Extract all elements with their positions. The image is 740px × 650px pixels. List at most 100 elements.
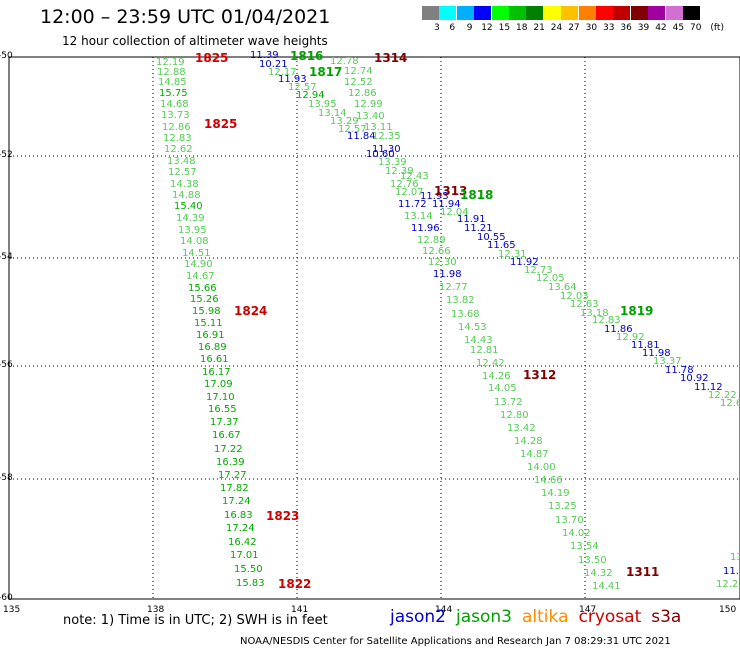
lon-label: 138 xyxy=(147,605,165,615)
colorbar-label: 36 xyxy=(620,23,632,33)
swh-value: 12.99 xyxy=(354,99,383,110)
page-title: 12:00 – 23:59 UTC 01/04/2021 xyxy=(40,6,331,28)
swh-value: 12.94 xyxy=(296,90,325,101)
swh-value: 17.22 xyxy=(214,444,243,455)
swh-value: 14.19 xyxy=(541,488,570,499)
pass-time-label: 1311 xyxy=(626,565,660,579)
swh-value: 13.50 xyxy=(578,555,607,566)
pass-time-label: 1817 xyxy=(309,65,343,79)
colorbar-label: 33 xyxy=(603,23,615,33)
swh-value: 13.14 xyxy=(318,108,347,119)
credit-text: NOAA/NESDIS Center for Satellite Applica… xyxy=(240,636,671,647)
swh-value: 11.98 xyxy=(433,269,462,280)
swh-value: 17.82 xyxy=(220,483,249,494)
swh-value: 12.35 xyxy=(372,131,401,142)
swh-value: 11.98 xyxy=(642,348,671,359)
swh-value: 13.14 xyxy=(404,211,433,222)
swh-value: 13.68 xyxy=(451,309,480,320)
swh-value: 14.38 xyxy=(170,179,199,190)
swh-value: 12.04 xyxy=(440,207,469,218)
swh-value: 13.29 xyxy=(330,116,359,127)
swh-value: 14.26 xyxy=(482,371,511,382)
swh-value: 11.30 xyxy=(372,144,401,155)
swh-value: 16.17 xyxy=(202,367,231,378)
lat-label: -56 xyxy=(0,360,13,370)
swh-value: 11. xyxy=(723,566,739,577)
colorbar-swatch xyxy=(456,6,474,20)
colorbar-label: 30 xyxy=(585,23,598,33)
swh-value: 10.60 xyxy=(366,149,395,160)
swh-value: 17.24 xyxy=(222,496,251,507)
swh-value: 12.05 xyxy=(536,273,565,284)
swh-value: 12.83 xyxy=(592,315,621,326)
swh-value: 15.75 xyxy=(159,88,188,99)
swh-value: 13.39 xyxy=(378,157,407,168)
colorbar-swatch xyxy=(526,6,544,20)
swh-value: 14.02 xyxy=(562,528,591,539)
swh-value: 17.09 xyxy=(204,379,233,390)
swh-value: 13.64 xyxy=(548,282,577,293)
colorbar-label: 27 xyxy=(568,23,580,33)
lon-label: 147 xyxy=(579,605,597,615)
colorbar-swatch xyxy=(439,6,457,20)
satellite-legend: jason2 jason3 altika cryosat s3a xyxy=(390,607,691,627)
swh-value: 12.88 xyxy=(157,67,186,78)
swh-value: 16.42 xyxy=(228,537,257,548)
swh-value: 11.93 xyxy=(420,191,449,202)
swh-value: 12.30 xyxy=(428,257,457,268)
colorbar-swatch xyxy=(596,6,613,20)
lon-label: 135 xyxy=(3,605,21,615)
swh-value: 11.65 xyxy=(487,240,516,251)
colorbar-label: 42 xyxy=(655,23,667,33)
swh-value: 17.01 xyxy=(230,550,259,561)
swh-value: 12.83 xyxy=(163,133,192,144)
swh-value: 14.87 xyxy=(520,449,549,460)
swh-value: 14.00 xyxy=(527,462,556,473)
swh-value: 13.25 xyxy=(548,501,577,512)
colorbar-label: 9 xyxy=(466,23,473,33)
swh-value: 13.72 xyxy=(494,397,523,408)
colorbar-swatch xyxy=(543,6,561,20)
lat-label: -60 xyxy=(0,593,13,603)
legend-jason3: jason3 xyxy=(456,607,512,627)
lon-label: 144 xyxy=(435,605,453,615)
swh-value: 13.37 xyxy=(653,356,682,367)
legend-jason2: jason2 xyxy=(390,607,446,627)
swh-value: 13.70 xyxy=(555,515,584,526)
colorbar-label: 45 xyxy=(672,23,685,33)
swh-value: 12.42 xyxy=(476,358,505,369)
colorbar-label: 12 xyxy=(481,23,493,33)
swh-value: 13.54 xyxy=(570,541,599,552)
legend-cryosat: cryosat xyxy=(578,607,642,627)
swh-value: 16.91 xyxy=(196,330,225,341)
swh-value: 15.66 xyxy=(188,283,217,294)
colorbar-label: 70 xyxy=(690,23,702,33)
colorbar-label: 3 xyxy=(434,23,440,33)
swh-value: 13.95 xyxy=(308,99,337,110)
swh-value: 12.92 xyxy=(616,332,645,343)
swh-value: 11.94 xyxy=(432,199,461,210)
swh-value: 17.27 xyxy=(218,470,247,481)
swh-value: 12.19 xyxy=(156,57,185,68)
swh-value: 12.57 xyxy=(338,124,367,135)
lat-label: -52 xyxy=(0,150,13,160)
swh-value: 12.73 xyxy=(524,265,553,276)
swh-value: 14.05 xyxy=(488,383,517,394)
lat-label: -54 xyxy=(0,252,13,262)
swh-value: 12.81 xyxy=(470,345,499,356)
legend-altika: altika xyxy=(522,607,569,627)
swh-value: 14.32 xyxy=(584,568,613,579)
colorbar-swatch xyxy=(509,6,526,20)
swh-value: 11.39 xyxy=(250,50,279,61)
swh-value: 11.72 xyxy=(398,199,427,210)
swh-value: 15.83 xyxy=(236,578,265,589)
pass-time-label: 1825 xyxy=(204,117,238,131)
swh-value: 11.81 xyxy=(631,340,660,351)
colorbar-swatch xyxy=(491,6,509,20)
pass-time-label: 1823 xyxy=(266,509,300,523)
swh-value: 12.62 xyxy=(164,144,193,155)
swh-value: 16.55 xyxy=(208,404,237,415)
lat-label: -58 xyxy=(0,473,13,483)
colorbar-swatch xyxy=(613,6,631,20)
